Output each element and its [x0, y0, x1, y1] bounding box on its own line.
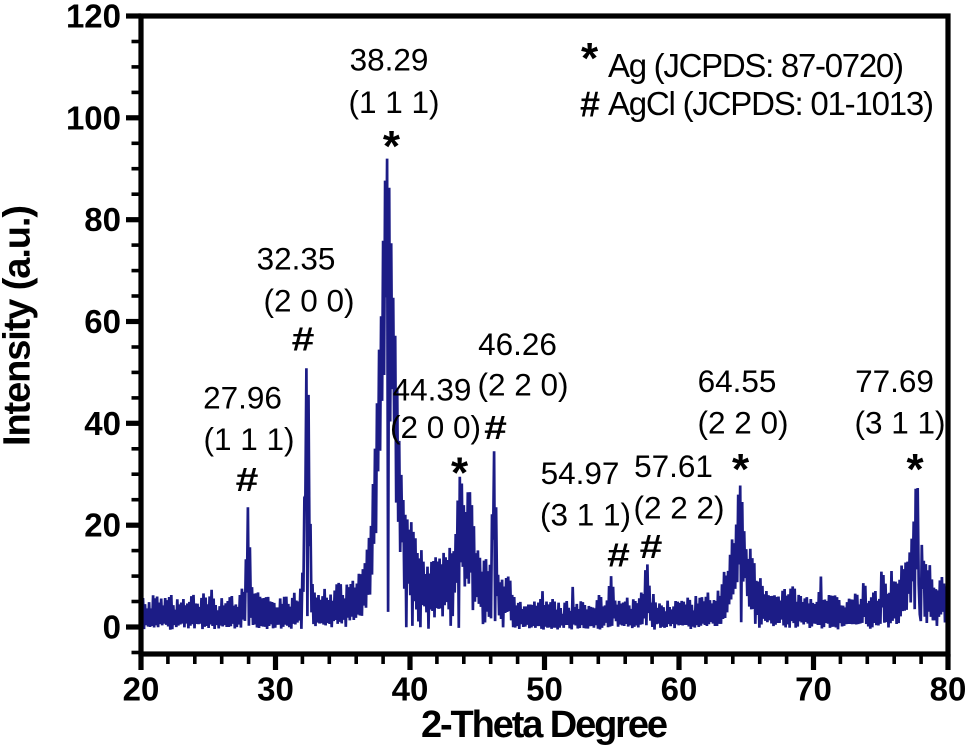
svg-text:54.97: 54.97 — [541, 455, 620, 491]
svg-text:#: # — [236, 461, 259, 498]
svg-text:80: 80 — [84, 201, 121, 238]
svg-text:Ag (JCPDS: 87-0720): Ag (JCPDS: 87-0720) — [608, 47, 904, 84]
svg-text:#: # — [640, 528, 663, 565]
svg-text:50: 50 — [526, 671, 563, 708]
svg-text:77.69: 77.69 — [855, 363, 934, 399]
svg-text:40: 40 — [392, 671, 429, 708]
svg-text:44.39: 44.39 — [393, 372, 472, 408]
svg-text:46.26: 46.26 — [478, 326, 557, 362]
svg-text:(3 1 1): (3 1 1) — [540, 497, 631, 533]
svg-text:32.35: 32.35 — [257, 240, 336, 276]
svg-text:60: 60 — [84, 303, 121, 340]
svg-text:#: # — [580, 84, 600, 125]
svg-text:(3 1 1): (3 1 1) — [854, 405, 945, 441]
svg-text:60: 60 — [661, 671, 698, 708]
svg-text:40: 40 — [84, 405, 121, 442]
svg-text:(2 2 2): (2 2 2) — [633, 490, 724, 526]
svg-text:100: 100 — [66, 99, 121, 136]
svg-text:*: * — [906, 445, 924, 494]
svg-text:64.55: 64.55 — [698, 363, 777, 399]
svg-text:#: # — [607, 536, 630, 573]
svg-text:(2 2 0): (2 2 0) — [697, 405, 788, 441]
svg-text:30: 30 — [257, 671, 294, 708]
svg-text:2-Theta Degree: 2-Theta Degree — [421, 704, 668, 746]
svg-text:0: 0 — [103, 609, 121, 646]
svg-text:#: # — [484, 409, 507, 446]
svg-text:20: 20 — [84, 507, 121, 544]
svg-text:Intensity (a.u.): Intensity (a.u.) — [0, 205, 39, 446]
svg-text:(2 2 0): (2 2 0) — [477, 367, 568, 403]
svg-text:*: * — [451, 449, 469, 498]
svg-text:27.96: 27.96 — [203, 380, 282, 416]
svg-text:(1 1 1): (1 1 1) — [203, 421, 294, 457]
svg-text:(2 0 0): (2 0 0) — [390, 409, 481, 445]
svg-text:120: 120 — [66, 0, 121, 35]
svg-text:*: * — [383, 122, 401, 171]
svg-text:#: # — [292, 320, 315, 357]
svg-text:(1 1 1): (1 1 1) — [348, 84, 439, 120]
svg-text:*: * — [581, 34, 599, 83]
svg-text:*: * — [732, 445, 750, 494]
svg-text:38.29: 38.29 — [350, 42, 429, 78]
svg-text:(2 0 0): (2 0 0) — [263, 283, 354, 319]
svg-text:70: 70 — [795, 671, 832, 708]
svg-text:80: 80 — [930, 671, 967, 708]
svg-text:57.61: 57.61 — [634, 448, 713, 484]
svg-text:20: 20 — [123, 671, 160, 708]
svg-text:AgCl (JCPDS: 01-1013): AgCl (JCPDS: 01-1013) — [608, 85, 934, 122]
